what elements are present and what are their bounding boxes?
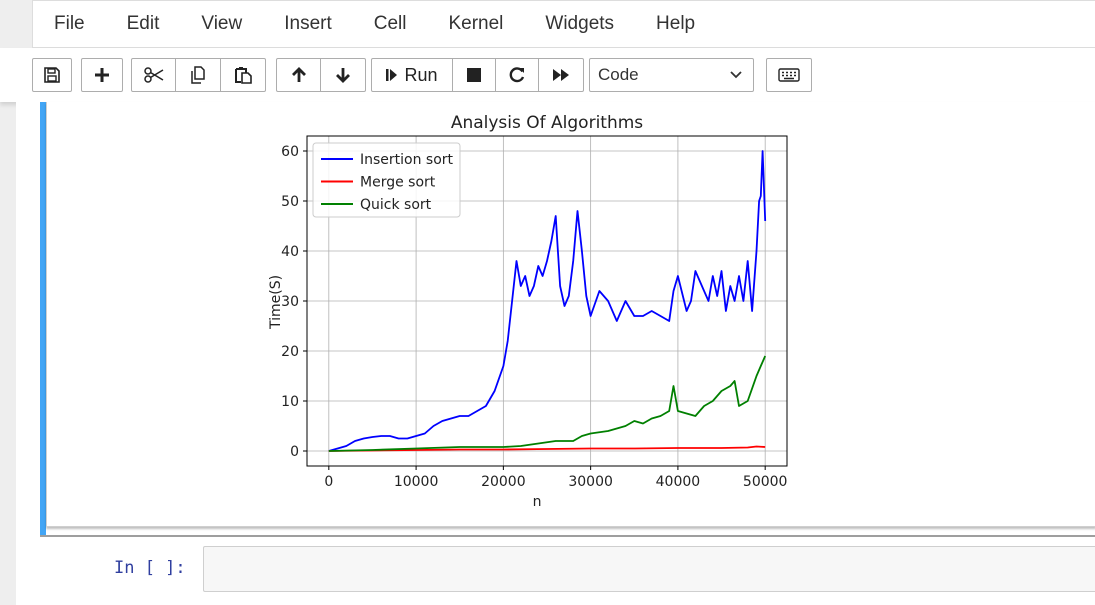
notebook-container: 0 10000 20000 30000 40000 50000 0 10 20 30 40 50 60 … — [16, 102, 1095, 605]
run-all-button[interactable] — [539, 58, 584, 92]
legend-label-quick-sort: Quick sort — [360, 197, 432, 213]
x-tick-label: 10000 — [394, 474, 439, 490]
y-tick-label: 30 — [281, 294, 299, 310]
save-group — [32, 58, 72, 92]
menu-help[interactable]: Help — [656, 13, 696, 34]
arrow-down-icon — [336, 68, 350, 83]
restart-icon — [509, 67, 525, 83]
plus-icon — [95, 68, 109, 82]
legend-label-insertion-sort: Insertion sort — [360, 152, 454, 168]
fast-forward-icon — [553, 69, 569, 81]
run-group: Run — [371, 58, 584, 92]
x-tick-label: 50000 — [743, 474, 788, 490]
x-tick-label: 30000 — [568, 474, 613, 490]
menu-widgets[interactable]: Widgets — [545, 13, 615, 34]
cell-separator — [40, 535, 1095, 537]
restart-button[interactable] — [496, 58, 539, 92]
insert-cell-button[interactable] — [81, 58, 123, 92]
y-tick-label: 0 — [290, 444, 299, 460]
menubar: File Edit View Insert Cell Kernel Widget… — [32, 0, 1095, 48]
step-forward-icon — [386, 69, 398, 81]
x-tick-label: 0 — [324, 474, 333, 490]
y-axis-label: Time(S) — [268, 275, 284, 330]
series-line-merge-sort — [328, 445, 766, 452]
scissors-icon — [143, 67, 163, 83]
menu-kernel[interactable]: Kernel — [448, 13, 504, 34]
move-up-button[interactable] — [276, 58, 321, 92]
y-tick-label: 20 — [281, 344, 299, 360]
y-tick-label: 10 — [281, 394, 299, 410]
command-palette-button[interactable] — [766, 58, 812, 92]
move-down-button[interactable] — [321, 58, 366, 92]
y-tick-label: 50 — [281, 194, 299, 210]
x-tick-label: 20000 — [481, 474, 526, 490]
legend-box — [312, 142, 461, 218]
legend-label-merge-sort: Merge sort — [360, 175, 436, 191]
cut-button[interactable] — [131, 58, 176, 92]
clipboard-group — [131, 58, 266, 92]
chart: 0 10000 20000 30000 40000 500000102030405060 … — [268, 113, 788, 510]
insert-group — [81, 58, 123, 92]
y-tick-label: 60 — [281, 144, 299, 160]
arrow-up-icon — [291, 67, 306, 82]
toolbar: Run Code — [0, 48, 1095, 102]
x-axis-label: n — [533, 494, 542, 510]
paste-icon — [235, 67, 252, 84]
paste-button[interactable] — [221, 58, 266, 92]
keyboard-icon — [778, 68, 800, 82]
menu-file[interactable]: File — [54, 13, 85, 34]
chevron-down-icon — [730, 71, 742, 79]
menu-edit[interactable]: Edit — [126, 13, 160, 34]
save-icon — [44, 67, 60, 83]
save-button[interactable] — [32, 58, 72, 92]
output-area: 0 10000 20000 30000 40000 50000 0 10 20 30 40 50 60 … — [46, 102, 1095, 527]
tick-layer: 0 10000 20000 30000 40000 50000 0 10 20 30 40 50 60 — [281, 144, 787, 490]
cell-type-select[interactable]: Code — [589, 58, 754, 92]
input-prompt: In [ ]: — [114, 558, 186, 578]
run-label: Run — [404, 64, 438, 85]
cell-type-value: Code — [598, 65, 639, 84]
copy-icon — [191, 66, 205, 84]
chart-title: Analysis Of Algorithms — [451, 113, 643, 133]
move-group — [276, 58, 366, 92]
menu-cell[interactable]: Cell — [373, 13, 407, 34]
code-input[interactable] — [203, 546, 1095, 592]
copy-button[interactable] — [176, 58, 221, 92]
stop-icon — [467, 68, 481, 82]
legend: Insertion sort Merge sort Quick sort — [312, 142, 461, 218]
selected-cell-indicator — [40, 102, 46, 536]
run-button[interactable]: Run — [371, 58, 453, 92]
interrupt-button[interactable] — [453, 58, 496, 92]
y-tick-label: 40 — [281, 244, 299, 260]
series-line-quick-sort — [328, 355, 767, 452]
menu-view[interactable]: View — [201, 13, 243, 34]
keyboard-group — [766, 58, 812, 92]
menu-list: File Edit View Insert Cell Kernel Widget… — [33, 1, 1095, 47]
x-tick-label: 40000 — [656, 474, 701, 490]
menu-insert[interactable]: Insert — [284, 13, 332, 34]
series-layer — [328, 150, 767, 452]
series-line-insertion-sort — [328, 150, 767, 452]
